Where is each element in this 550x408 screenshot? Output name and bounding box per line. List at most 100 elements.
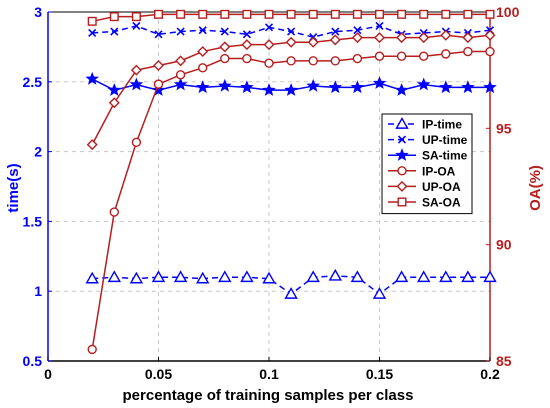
data-point-SA-time [461, 80, 475, 94]
legend-marker [395, 148, 409, 161]
data-point-IP-time [306, 270, 320, 283]
data-point-UP-time [154, 30, 163, 39]
data-point-UP-time [242, 30, 251, 39]
series-IP-time [85, 268, 497, 299]
data-point-UP-OA [241, 39, 253, 51]
legend-label: UP-OA [422, 180, 461, 194]
data-point-UP-time [353, 26, 362, 35]
data-point-UP-time [287, 27, 296, 36]
y-left-tick-label: 3 [34, 4, 42, 20]
marker-stroke [375, 21, 384, 31]
marker-stroke [110, 27, 119, 36]
marker-stroke [287, 27, 296, 36]
marker-stroke [264, 23, 274, 32]
data-point-IP-OA [308, 56, 318, 66]
marker-stroke [176, 27, 185, 36]
data-point-SA-OA [131, 12, 141, 22]
data-point-UP-OA [219, 41, 231, 53]
data-point-UP-OA [153, 60, 164, 72]
data-point-IP-OA [264, 58, 274, 68]
data-point-IP-OA [175, 70, 186, 80]
data-point-UP-time [88, 28, 97, 38]
legend-item-IP-time: IP-time [388, 117, 462, 132]
data-point-SA-time [262, 83, 276, 96]
legend-label: UP-time [422, 133, 468, 147]
data-point-UP-OA [484, 29, 496, 41]
data-point-SA-time [372, 76, 387, 89]
data-point-IP-OA [286, 56, 296, 66]
data-point-IP-OA [197, 63, 208, 73]
data-point-UP-OA [374, 32, 385, 44]
marker-stroke [331, 27, 340, 36]
series-UP-OA [86, 29, 496, 151]
data-point-SA-OA [375, 9, 385, 19]
data-point-UP-OA [396, 32, 408, 44]
x-tick-label: 0.05 [145, 366, 172, 382]
data-point-SA-time [129, 77, 144, 91]
data-point-UP-OA [197, 46, 209, 58]
data-point-IP-time [350, 270, 365, 283]
data-point-UP-time [110, 27, 119, 36]
data-point-IP-OA [153, 79, 164, 89]
data-point-IP-OA [419, 51, 429, 61]
data-point-IP-time [483, 270, 497, 283]
data-point-IP-time [173, 270, 188, 283]
data-point-UP-time [176, 27, 185, 36]
marker-stroke [353, 26, 362, 35]
series-IP-OA [87, 46, 495, 355]
data-point-UP-time [375, 21, 384, 31]
legend-box [381, 113, 473, 215]
legend-item-IP-OA: IP-OA [388, 164, 456, 178]
data-point-UP-OA [108, 97, 120, 109]
data-point-UP-OA [329, 34, 341, 46]
data-point-SA-time [350, 80, 365, 94]
legend-label: SA-time [422, 149, 468, 163]
y-left-tick-label: 2.5 [23, 74, 43, 90]
y-left-tick-label: 2 [34, 144, 42, 160]
data-point-UP-OA [462, 32, 474, 44]
marker-stroke [242, 30, 251, 39]
data-point-IP-time [461, 270, 475, 283]
data-point-IP-OA [330, 56, 340, 66]
data-point-IP-time [284, 287, 298, 299]
data-point-SA-time [173, 77, 188, 91]
data-point-UP-OA [440, 29, 452, 41]
data-point-SA-OA [220, 9, 230, 19]
y-left-tick-label: 1 [34, 283, 42, 299]
y-right-tick-label: 90 [496, 237, 512, 253]
marker-stroke [132, 21, 141, 31]
data-point-SA-time [394, 83, 409, 96]
data-point-IP-OA [485, 46, 495, 57]
data-point-UP-time [132, 21, 141, 31]
legend-marker [397, 135, 407, 144]
marker-stroke [220, 27, 229, 36]
series-layer [85, 9, 497, 355]
legend-item-UP-time: UP-time [388, 133, 468, 147]
data-point-SA-OA [286, 9, 296, 19]
marker-stroke [88, 28, 97, 38]
marker-stroke [154, 30, 163, 39]
data-point-IP-time [151, 270, 166, 283]
data-point-SA-OA [242, 9, 252, 19]
data-point-IP-time [394, 270, 409, 283]
y-axis-right-label: OA(%) [527, 165, 544, 211]
data-point-IP-OA [87, 344, 97, 355]
data-point-SA-time [306, 78, 320, 92]
legend-label: IP-time [422, 118, 462, 132]
data-point-SA-OA [330, 9, 340, 19]
data-point-IP-OA [131, 137, 142, 147]
data-point-IP-time [439, 270, 453, 283]
x-tick-label: 0.15 [366, 366, 393, 382]
series-SA-OA [87, 9, 495, 26]
data-point-IP-OA [441, 49, 451, 59]
data-point-SA-time [439, 80, 453, 94]
data-point-IP-time [107, 270, 122, 283]
data-point-UP-OA [86, 139, 98, 151]
data-point-SA-OA [198, 9, 208, 19]
y-axis-left-label: time(s) [5, 163, 22, 212]
data-point-SA-OA [463, 9, 473, 19]
data-point-SA-time [416, 77, 431, 91]
data-point-UP-OA [285, 36, 297, 48]
data-point-SA-OA [264, 9, 274, 19]
